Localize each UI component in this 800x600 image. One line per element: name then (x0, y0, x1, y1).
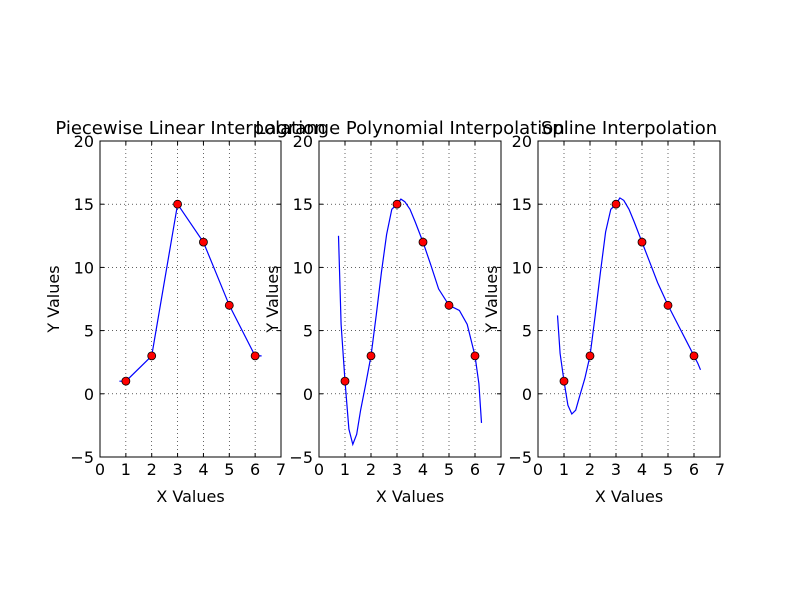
x-tick-label: 0 (95, 460, 105, 479)
x-tick-label: 3 (611, 460, 621, 479)
x-tick-label: 7 (496, 460, 506, 479)
data-point (340, 376, 350, 386)
x-axis-label: X Values (376, 487, 444, 506)
data-point (366, 351, 376, 361)
data-point (444, 300, 454, 310)
x-tick-label: 1 (121, 460, 131, 479)
y-tick-label: 20 (74, 132, 94, 151)
x-tick-label: 2 (147, 460, 157, 479)
x-axis-label: X Values (156, 487, 224, 506)
y-axis-label: Y Values (263, 265, 282, 333)
y-tick-label: 0 (303, 385, 313, 404)
x-tick-label: 1 (559, 460, 569, 479)
x-tick-label: 4 (198, 460, 208, 479)
chart-title: Piecewise Linear Interpolation (55, 118, 325, 139)
interpolation-curve (119, 202, 262, 382)
interpolation-curve (337, 198, 483, 447)
x-tick-label: 5 (444, 460, 454, 479)
data-point (585, 351, 595, 361)
y-tick-label: 10 (74, 258, 94, 277)
y-tick-label: −5 (70, 448, 94, 467)
y-tick-label: −5 (508, 448, 532, 467)
y-tick-label: 5 (303, 322, 313, 341)
chart-title: Lagrange Polynomial Interpolation (255, 118, 564, 139)
x-tick-label: 3 (392, 460, 402, 479)
y-tick-label: 5 (522, 322, 532, 341)
x-tick-label: 2 (585, 460, 595, 479)
x-tick-label: 6 (689, 460, 699, 479)
x-tick-label: 0 (533, 460, 543, 479)
y-tick-label: 15 (74, 195, 94, 214)
y-tick-label: 10 (512, 258, 532, 277)
y-tick-label: 15 (512, 195, 532, 214)
x-tick-label: 4 (637, 460, 647, 479)
data-point (418, 237, 428, 247)
x-axis-label: X Values (595, 487, 663, 506)
y-tick-label: 0 (522, 385, 532, 404)
x-tick-label: 4 (418, 460, 428, 479)
data-point (637, 237, 647, 247)
x-tick-label: 3 (172, 460, 182, 479)
y-tick-label: 15 (293, 195, 313, 214)
y-tick-label: 20 (512, 132, 532, 151)
data-point (121, 376, 131, 386)
interpolation-curve (556, 197, 702, 416)
x-tick-label: 7 (276, 460, 286, 479)
y-axis-label: Y Values (44, 265, 63, 333)
y-tick-label: 20 (293, 132, 313, 151)
data-point (199, 237, 208, 247)
data-point (147, 351, 157, 361)
y-tick-label: −5 (289, 448, 313, 467)
chart-title: Spline Interpolation (541, 118, 717, 139)
x-tick-label: 0 (314, 460, 324, 479)
x-tick-label: 2 (366, 460, 376, 479)
data-point (559, 376, 569, 386)
axes-frame (537, 140, 721, 458)
data-point (470, 351, 480, 361)
data-point (224, 300, 234, 310)
data-point (611, 199, 621, 209)
x-tick-label: 6 (250, 460, 260, 479)
axes-frame (318, 140, 502, 458)
y-tick-label: 5 (84, 322, 94, 341)
data-point (663, 300, 673, 310)
y-tick-label: 0 (84, 385, 94, 404)
axes-frame (99, 140, 282, 458)
data-point (689, 351, 699, 361)
data-point (173, 199, 182, 209)
x-tick-label: 7 (715, 460, 725, 479)
data-point (392, 199, 402, 209)
x-tick-label: 6 (470, 460, 480, 479)
x-tick-label: 5 (663, 460, 673, 479)
y-axis-label: Y Values (482, 265, 501, 333)
y-tick-label: 10 (293, 258, 313, 277)
x-tick-label: 1 (340, 460, 350, 479)
data-point (250, 351, 260, 361)
x-tick-label: 5 (224, 460, 234, 479)
